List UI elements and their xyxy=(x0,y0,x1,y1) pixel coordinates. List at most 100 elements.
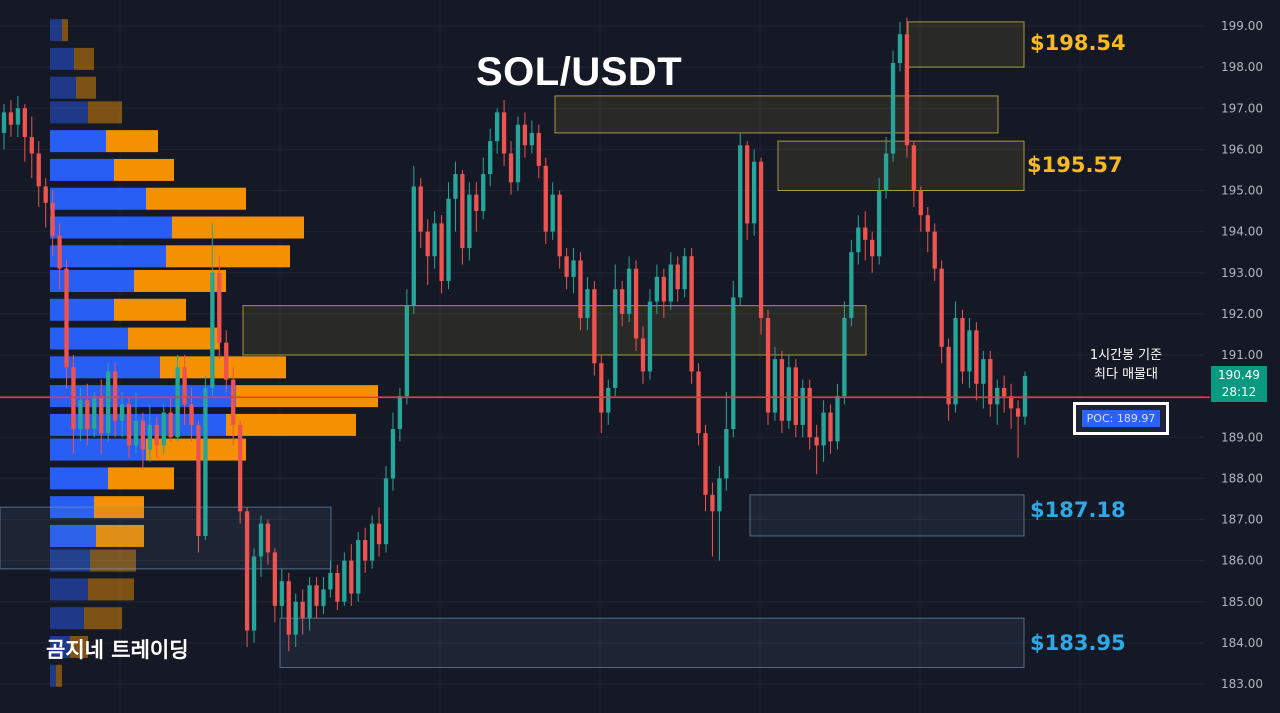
candle-body-up xyxy=(161,412,166,446)
candle-body-down xyxy=(592,289,597,364)
candle-body-down xyxy=(244,511,250,631)
candle-body-down xyxy=(620,289,625,314)
candle-body-down xyxy=(418,186,423,232)
candle-body-up xyxy=(356,540,361,594)
volume-profile-buy-bar xyxy=(50,19,62,42)
volume-profile-buy-bar xyxy=(50,635,70,658)
resistance-zone xyxy=(242,305,867,356)
price-axis[interactable]: 199.00 198.00 197.00 196.00 195.00 194.00 193.… xyxy=(1221,19,1263,691)
price-tick-label: 191.00 xyxy=(1221,348,1263,362)
candle-body-up xyxy=(251,556,257,631)
candle-body-down xyxy=(196,424,201,536)
candle-body-down xyxy=(508,153,514,183)
volume-profile-buy-bar xyxy=(50,187,146,210)
candle-body-up xyxy=(890,63,896,154)
price-tick-label: 197.00 xyxy=(1221,101,1263,115)
candle-countdown: 28:12 xyxy=(1221,385,1257,399)
price-tick-label: 187.00 xyxy=(1221,513,1263,527)
volume-profile xyxy=(50,19,378,687)
candle-body-down xyxy=(224,342,229,380)
candle-body-down xyxy=(71,367,76,430)
candle-body-up xyxy=(717,478,722,512)
candle-body-up xyxy=(404,305,409,397)
volume-profile-buy-bar xyxy=(50,101,88,124)
poc-tag-label: POC: 189.97 xyxy=(1081,410,1161,427)
volume-profile-buy-bar xyxy=(50,269,134,292)
volume-profile-sell-bar xyxy=(166,245,290,268)
candle-body-down xyxy=(314,585,319,606)
candle-body-down xyxy=(974,330,979,384)
candle-body-down xyxy=(474,194,479,212)
resistance-zone xyxy=(554,95,999,134)
poc-annotation-line2: 최다 매물대 xyxy=(1094,367,1158,382)
candle-body-up xyxy=(647,301,653,372)
price-tick-label: 188.00 xyxy=(1221,471,1263,485)
candle-body-down xyxy=(939,268,944,347)
volume-profile-buy-bar xyxy=(50,158,114,181)
candle-body-down xyxy=(335,572,340,602)
candle-body-down xyxy=(231,379,236,425)
volume-profile-sell-bar xyxy=(90,549,136,572)
candle-body-down xyxy=(237,424,243,512)
current-price-tag[interactable]: 190.49 28:12 xyxy=(1211,366,1267,402)
poc-tag: POC: 189.97 xyxy=(1073,402,1169,435)
volume-profile-sell-bar xyxy=(108,467,174,490)
candle-body-down xyxy=(126,404,132,446)
candle-body-down xyxy=(22,108,27,138)
candle-body-down xyxy=(189,404,194,425)
candle-body-up xyxy=(654,276,660,302)
candle-body-up xyxy=(78,400,83,430)
candle-body-up xyxy=(953,317,958,405)
candle-body-down xyxy=(689,256,694,372)
resistance-zone xyxy=(907,21,1025,68)
volume-profile-sell-bar xyxy=(146,187,246,210)
candles xyxy=(1,17,1028,652)
candle-body-down xyxy=(557,194,562,257)
volume-profile-buy-bar xyxy=(50,327,128,350)
volume-profile-sell-bar xyxy=(172,216,304,239)
volume-profile-buy-bar xyxy=(50,245,166,268)
candle-body-down xyxy=(112,371,118,421)
volume-profile-sell-bar xyxy=(134,269,226,292)
volume-profile-sell-bar xyxy=(146,438,246,461)
candle-body-down xyxy=(57,235,62,269)
level-label-187-18: $187.18 xyxy=(1030,498,1126,523)
price-tick-label: 196.00 xyxy=(1221,142,1263,156)
candle-body-down xyxy=(536,132,541,166)
candle-body-up xyxy=(606,387,611,413)
candle-body-up xyxy=(383,478,389,545)
candle-body-down xyxy=(168,412,173,438)
candle-body-up xyxy=(1,112,7,133)
candle-body-down xyxy=(154,424,159,446)
candle-body-up xyxy=(446,198,451,281)
volume-profile-buy-bar xyxy=(50,76,76,99)
candle-body-up xyxy=(738,145,743,298)
candle-body-down xyxy=(286,581,291,635)
candle-body-up xyxy=(682,256,687,290)
candle-body-down xyxy=(814,437,819,446)
volume-profile-buy-bar xyxy=(50,524,96,547)
candle-body-down xyxy=(599,363,604,413)
brand-watermark: 곰지네 트레이딩 xyxy=(46,638,189,662)
candle-body-up xyxy=(585,289,590,318)
candle-body-up xyxy=(279,581,284,606)
poc-annotation: 1시간봉 기준 최다 매물대 xyxy=(1074,346,1178,384)
candle-body-up xyxy=(571,260,576,277)
candle-body-up xyxy=(842,317,847,397)
candle-body-up xyxy=(613,289,618,388)
candle-body-up xyxy=(668,264,673,302)
volume-profile-sell-bar xyxy=(114,298,186,321)
volume-profile-buy-bar xyxy=(50,578,88,601)
candle-body-up xyxy=(432,223,437,257)
volume-profile-buy-bar xyxy=(50,467,108,490)
candle-body-down xyxy=(779,359,785,421)
volume-profile-sell-bar xyxy=(76,76,96,99)
price-tick-label: 186.00 xyxy=(1221,554,1263,568)
candle-body-up xyxy=(147,424,153,450)
candle-body-up xyxy=(92,396,97,430)
price-tick-label: 185.00 xyxy=(1221,595,1263,609)
candle-body-up xyxy=(626,268,632,314)
level-label-183-95: $183.95 xyxy=(1030,630,1126,655)
candle-body-down xyxy=(99,396,104,434)
